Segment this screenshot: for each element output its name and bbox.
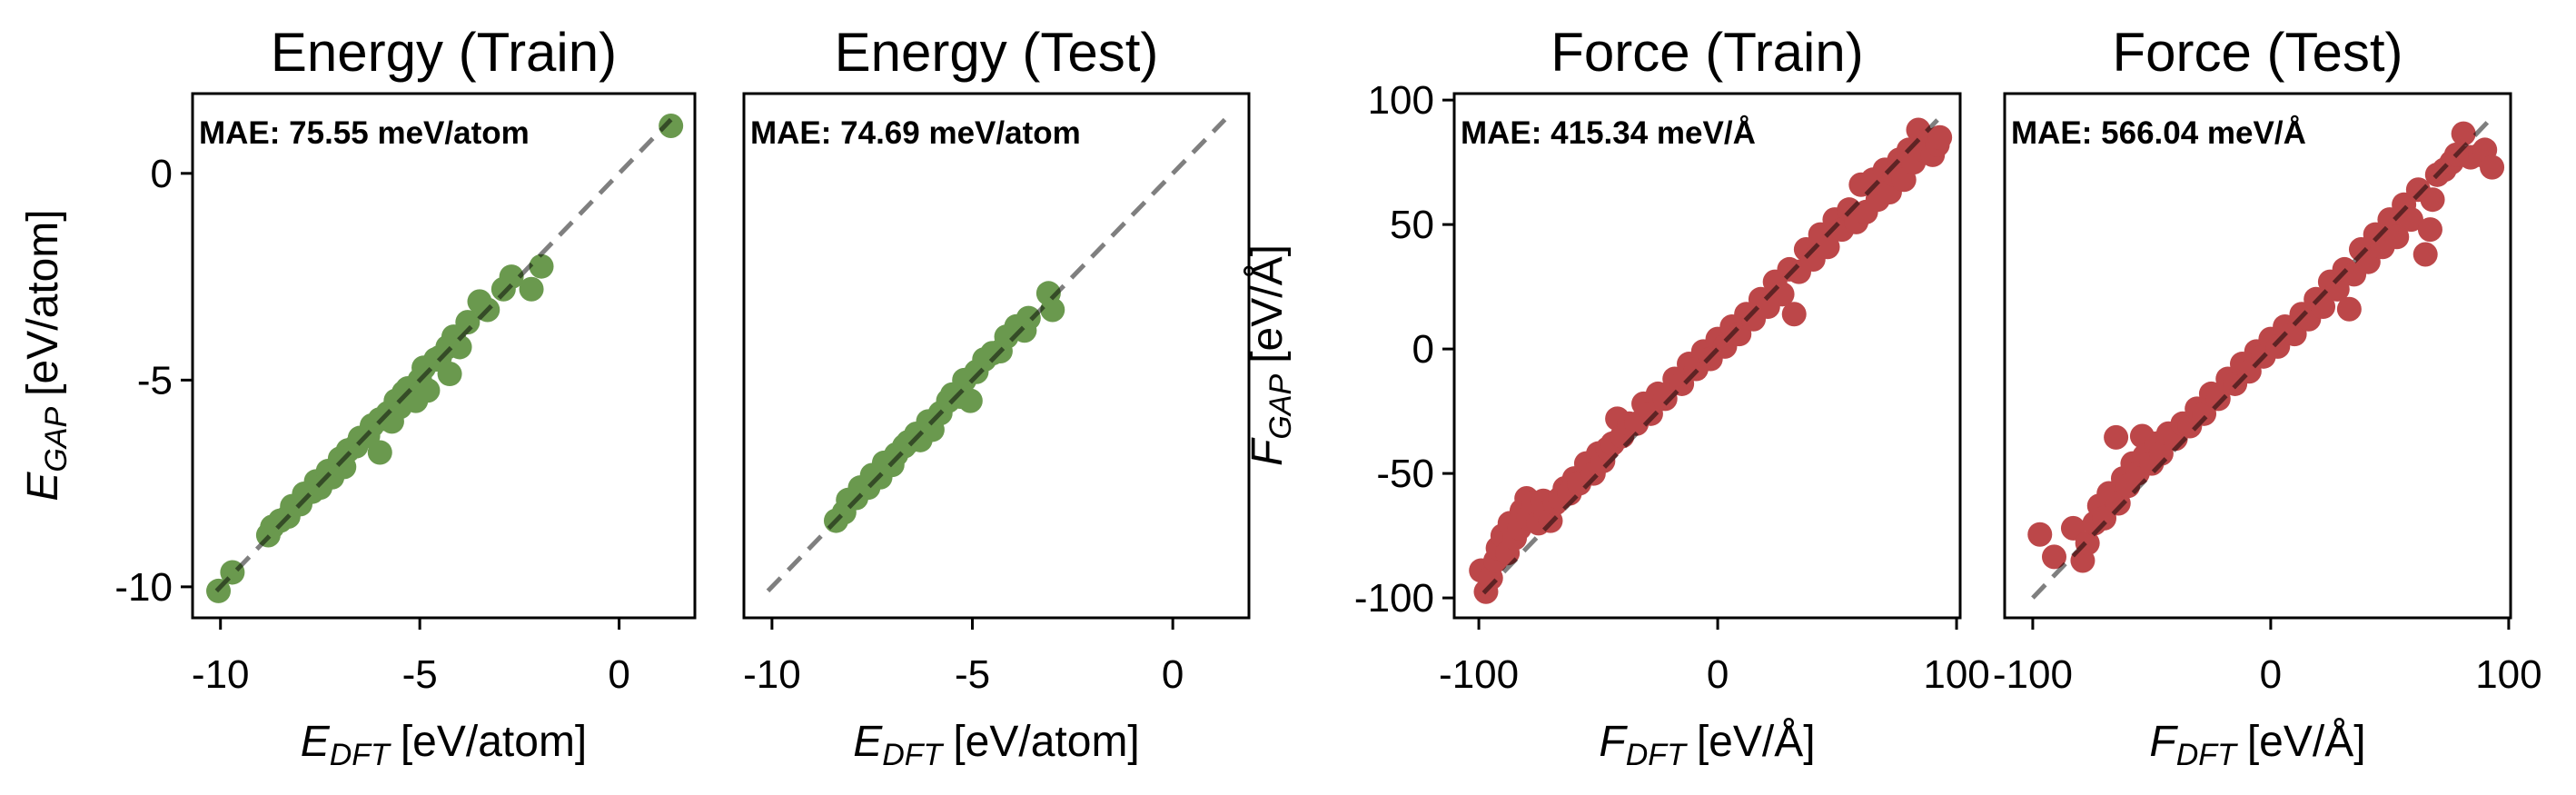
x-tick-label: -100 [1439, 652, 1519, 697]
data-point [1016, 305, 1041, 331]
x-tick-label: 0 [2260, 652, 2282, 697]
subplot-title: Force (Test) [2112, 22, 2403, 83]
data-point [1815, 234, 1840, 260]
data-point [2324, 276, 2350, 302]
y-axis-label: EGAP [eV/atom] [19, 209, 74, 501]
subplot-3: -100 0 100 -100 -50 0 50 100 Force (Train) MAE: 4… [1243, 22, 1990, 772]
axes-frame [191, 92, 697, 620]
data-point [2451, 121, 2476, 146]
x-label-subscript: DFT [330, 738, 391, 772]
y-tick-label: 50 [1390, 203, 1434, 247]
y-tick-label: -50 [1376, 452, 1434, 496]
y-tick-label: -10 [114, 565, 173, 610]
data-point [2420, 187, 2445, 213]
data-point [957, 388, 983, 413]
x-tick-label: -100 [1993, 652, 2073, 697]
data-point [2417, 217, 2442, 243]
data-point [437, 362, 462, 387]
y-label-symbol: F [1243, 437, 1292, 466]
subplot-title: Energy (Train) [271, 22, 617, 83]
y-tick-label: 100 [1368, 78, 1434, 123]
x-tick-label: 100 [2475, 652, 2541, 697]
axes-frame [742, 92, 1251, 620]
mae-annotation: MAE: 415.34 meV/Å [1461, 114, 1756, 151]
scatter-points [206, 113, 684, 603]
data-point [2413, 242, 2438, 267]
data-point [455, 310, 481, 335]
data-point [2027, 522, 2053, 547]
data-point [529, 253, 554, 279]
data-point [2336, 296, 2362, 322]
mae-annotation: MAE: 74.69 meV/atom [750, 115, 1081, 151]
scatter-points [2027, 121, 2505, 573]
scatter-points [1469, 117, 1953, 604]
x-label-unit: [eV/atom] [401, 718, 587, 766]
data-point [2398, 207, 2423, 233]
data-point [2480, 154, 2505, 180]
parity-line [214, 117, 673, 593]
parity-line [766, 117, 1227, 593]
x-label-unit: [eV/Å] [1697, 718, 1816, 766]
data-point [1781, 302, 1807, 327]
data-point [415, 378, 441, 403]
y-label-symbol: E [19, 472, 67, 502]
subplot-2: -10 -5 0 Energy (Test) MAE: 74.69 meV/atom ED… [742, 22, 1251, 772]
x-axis-label: FDFT [eV/Å] [2149, 718, 2365, 772]
data-point [2041, 544, 2066, 570]
data-point [1652, 386, 1678, 412]
data-point [499, 264, 524, 290]
x-tick-label: -10 [743, 652, 801, 697]
data-point [447, 334, 472, 360]
x-label-subscript: DFT [1626, 738, 1688, 772]
x-tick-label: 0 [608, 652, 629, 697]
y-tick-label: -100 [1354, 576, 1434, 621]
x-label-unit: [eV/Å] [2247, 718, 2366, 766]
y-axis-label: FGAP [eV/Å] [1243, 244, 1298, 466]
subplot-1: -10 -5 0 -10 -5 0 Energy (Train) MAE: 75.55 meV… [19, 22, 697, 772]
data-point [2384, 224, 2410, 250]
parity-line [2031, 118, 2492, 600]
mae-annotation: MAE: 75.55 meV/atom [199, 115, 530, 151]
parity-line [1481, 118, 1939, 595]
y-label-subscript: GAP [39, 406, 74, 472]
x-label-symbol: F [1599, 718, 1628, 766]
x-axis-label: FDFT [eV/Å] [1599, 718, 1815, 772]
x-label-symbol: E [301, 718, 331, 766]
x-label-symbol: F [2149, 718, 2178, 766]
x-tick-label: 100 [1923, 652, 1989, 697]
y-tick-label: -5 [137, 358, 173, 402]
mae-annotation: MAE: 566.04 meV/Å [2011, 114, 2306, 151]
data-point [2265, 333, 2291, 359]
y-label-subscript: GAP [1263, 373, 1298, 439]
y-label-unit: [eV/atom] [19, 209, 67, 395]
data-point [1040, 297, 1065, 323]
x-tick-label: -10 [192, 652, 250, 697]
y-tick-label: 0 [1412, 327, 1434, 372]
subplot-4: -100 0 100 Force (Test) MAE: 566.04 meV/Å FDF… [1993, 22, 2542, 772]
x-tick-label: -5 [955, 652, 990, 697]
axes-frame [1452, 92, 1962, 620]
x-tick-label: -5 [402, 652, 438, 697]
x-label-subscript: DFT [2176, 738, 2238, 772]
data-point [367, 440, 392, 465]
subplot-title: Force (Train) [1551, 22, 1863, 83]
x-axis-label: EDFT [eV/atom] [301, 718, 588, 772]
data-point [659, 113, 684, 138]
subplot-title: Energy (Test) [835, 22, 1159, 83]
axes-frame [2003, 92, 2512, 620]
x-tick-label: 0 [1162, 652, 1184, 697]
x-tick-label: 0 [1707, 652, 1729, 697]
data-point [2104, 424, 2129, 450]
data-point [519, 276, 544, 302]
x-label-unit: [eV/atom] [953, 718, 1139, 766]
data-point [2205, 386, 2231, 412]
data-point [1927, 124, 1953, 150]
x-axis-label: EDFT [eV/atom] [853, 718, 1140, 772]
y-tick-label: 0 [151, 152, 173, 196]
y-label-unit: [eV/Å] [1243, 244, 1292, 363]
x-label-symbol: E [853, 718, 883, 766]
x-label-subscript: DFT [882, 738, 944, 772]
